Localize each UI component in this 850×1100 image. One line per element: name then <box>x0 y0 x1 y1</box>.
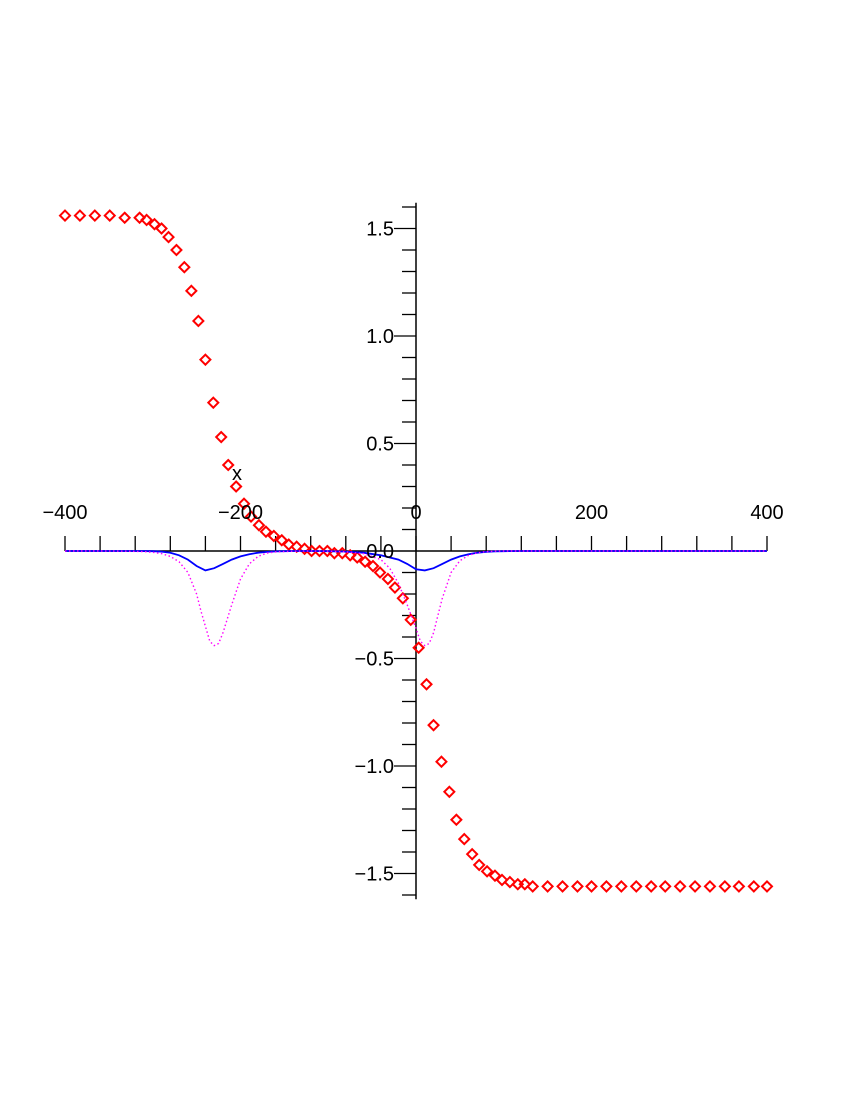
axis-labels: −400 −200 0 200 400 1.5 1.0 0.5 0.0 −0.5 −1.0 −1.5 x <box>42 219 783 886</box>
data-point-marker <box>155 222 168 235</box>
y-tick-label: −1.5 <box>355 864 394 886</box>
data-point-marker <box>427 718 440 732</box>
x-tick-label: 200 <box>575 502 608 524</box>
data-point-marker <box>396 591 410 605</box>
data-point-marker <box>366 559 380 573</box>
data-point-marker <box>162 230 175 244</box>
y-tick-label: −1.0 <box>355 756 394 778</box>
y-tick-label: −0.5 <box>355 649 394 671</box>
data-point-marker <box>420 677 433 691</box>
data-point-marker <box>214 430 228 444</box>
data-point-marker <box>760 879 774 893</box>
data-point-marker <box>343 548 357 562</box>
data-point-marker <box>747 879 761 893</box>
data-point-marker <box>229 480 243 493</box>
data-point-marker <box>442 785 456 799</box>
x-tick-label: −200 <box>218 502 263 524</box>
data-point-marker <box>457 832 471 846</box>
data-point-marker <box>373 566 387 579</box>
x-tick-label: 0 <box>410 502 421 524</box>
data-point-marker <box>404 613 418 627</box>
data-point-marker <box>267 529 281 543</box>
data-point-marker <box>259 525 273 539</box>
data-point-marker <box>118 211 132 225</box>
data-point-marker <box>412 641 426 655</box>
y-tick-label: 1.0 <box>366 326 394 348</box>
data-point-marker <box>488 869 502 883</box>
data-point-marker <box>237 497 251 511</box>
series-line-dotted <box>65 550 767 647</box>
data-point-marker <box>718 879 732 893</box>
data-point-marker <box>732 879 746 893</box>
data-point-marker <box>585 879 598 893</box>
data-point-marker <box>658 879 672 893</box>
data-point-marker <box>252 518 266 532</box>
data-point-marker <box>88 209 102 223</box>
series-line-solid <box>65 550 767 572</box>
data-point-marker <box>103 209 117 223</box>
data-point-marker <box>526 879 540 893</box>
data-point-marker <box>614 879 628 893</box>
data-point-marker <box>320 544 334 558</box>
data-point-marker <box>673 879 687 893</box>
x-tick-label: 400 <box>750 502 783 524</box>
data-point-marker <box>221 458 235 472</box>
data-point-marker <box>449 813 463 827</box>
data-point-marker <box>133 211 147 225</box>
data-point-marker <box>629 879 643 893</box>
data-point-marker <box>435 755 448 769</box>
data-point-marker <box>688 879 702 893</box>
data-point-marker <box>472 858 486 872</box>
series-layer <box>58 209 774 893</box>
data-point-marker <box>518 877 532 891</box>
data-point-marker <box>191 314 205 328</box>
data-point-marker <box>703 879 717 893</box>
data-point-marker <box>140 213 154 227</box>
data-point-marker <box>571 879 584 893</box>
data-point-marker <box>465 847 479 861</box>
y-tick-label: 1.5 <box>366 219 394 241</box>
x-axis-label: x <box>232 463 242 485</box>
data-point-marker <box>58 209 72 223</box>
data-point-marker <box>541 879 555 893</box>
data-point-marker <box>556 879 569 893</box>
data-point-marker <box>480 864 494 878</box>
y-tick-label: 0.5 <box>366 434 394 456</box>
data-point-marker <box>148 217 161 231</box>
data-point-marker <box>73 209 87 223</box>
data-point-marker <box>350 551 364 564</box>
data-point-marker <box>298 542 311 556</box>
data-point-marker <box>600 879 613 893</box>
data-point-marker <box>282 538 296 551</box>
data-point-marker <box>275 533 289 547</box>
data-point-marker <box>206 396 220 410</box>
data-point-marker <box>198 353 212 367</box>
data-point-marker <box>381 572 395 586</box>
x-tick-label: −400 <box>42 502 87 524</box>
data-point-marker <box>358 555 372 569</box>
data-point-marker <box>170 243 183 257</box>
data-point-marker <box>177 260 191 274</box>
data-point-marker <box>184 284 198 298</box>
y-tick-label: 0.0 <box>366 541 394 563</box>
data-point-marker <box>503 875 517 889</box>
data-point-marker <box>644 879 658 893</box>
data-point-marker <box>244 510 258 524</box>
data-point-marker <box>388 581 402 594</box>
data-point-marker <box>495 873 509 887</box>
